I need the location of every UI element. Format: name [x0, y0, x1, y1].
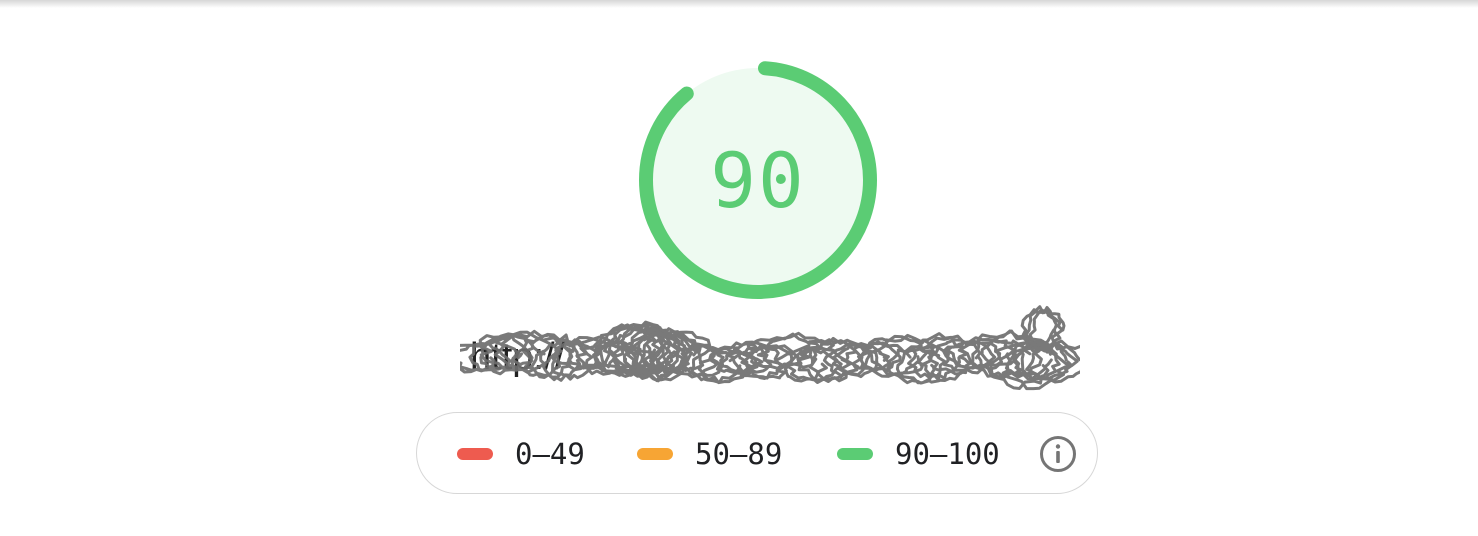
- scribble-stroke: [1020, 305, 1066, 355]
- legend-item-good: 90–100: [837, 413, 1000, 495]
- scribble-stroke: [907, 332, 982, 382]
- gauge-score-value: 90: [710, 135, 806, 225]
- legend-label-good: 90–100: [895, 437, 1000, 471]
- legend-swatch-poor: [457, 448, 493, 460]
- legend-item-poor: 0–49: [457, 413, 585, 495]
- scribble-stroke: [1004, 340, 1068, 381]
- scribble-stroke: [550, 335, 638, 372]
- scribble-stroke: [468, 333, 546, 376]
- legend-label-poor: 0–49: [515, 437, 585, 471]
- scribble-stroke: [511, 332, 579, 382]
- scribble-stroke: [844, 340, 912, 373]
- scribble-stroke: [822, 341, 890, 379]
- legend-swatch-good: [837, 448, 873, 460]
- score-gauge: 90: [638, 60, 878, 300]
- legend-item-average: 50–89: [637, 413, 782, 495]
- top-shadow: [0, 0, 1478, 8]
- page-url[interactable]: http://: [460, 300, 1080, 410]
- gauge-background: [646, 68, 870, 292]
- scribble-stroke: [626, 327, 700, 383]
- legend-swatch-average: [637, 448, 673, 460]
- gauge-ring: [639, 61, 877, 299]
- info-circle-icon[interactable]: [1039, 435, 1077, 473]
- scribble-stroke: [460, 340, 523, 374]
- legend-label-average: 50–89: [695, 437, 783, 471]
- scribble-stroke: [592, 320, 680, 380]
- scribble-stroke: [927, 338, 1002, 376]
- scribble-stroke: [774, 344, 850, 383]
- gauge-arc: [639, 61, 877, 299]
- redaction-scribble: [460, 305, 1080, 391]
- score-legend: 0–49 50–89 90–100: [416, 412, 1098, 494]
